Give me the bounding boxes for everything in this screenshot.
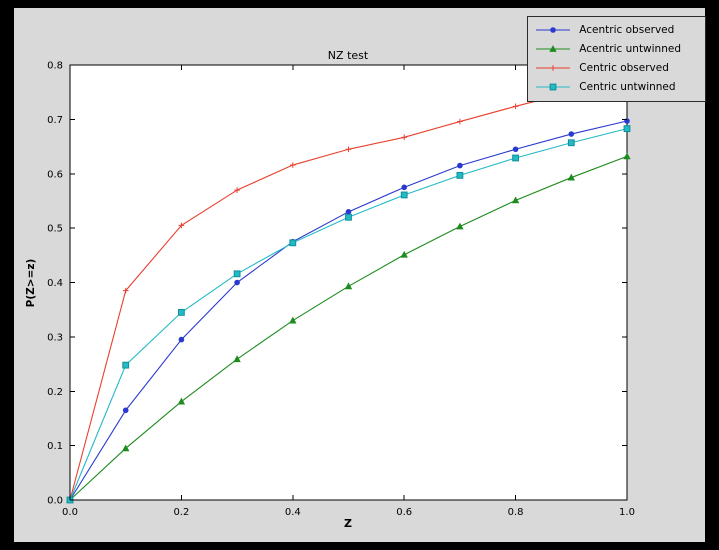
circle-marker bbox=[457, 162, 463, 169]
x-tick-label: 0.4 bbox=[285, 507, 301, 518]
legend: Acentric observed Acentric untwinned Centr… bbox=[527, 16, 706, 102]
square-marker bbox=[512, 154, 520, 162]
legend-item-acentric-observed: Acentric observed bbox=[534, 21, 681, 39]
square-marker bbox=[567, 139, 575, 147]
legend-sample-line bbox=[536, 65, 571, 71]
y-axis-label: P(Z>=z) bbox=[25, 258, 37, 308]
plus-marker bbox=[178, 222, 185, 229]
circle-marker bbox=[234, 279, 240, 286]
square-marker bbox=[178, 309, 185, 316]
y-tick-label: 0.1 bbox=[47, 441, 63, 452]
triangle-marker bbox=[344, 282, 353, 290]
triangle-marker bbox=[122, 444, 130, 452]
legend-label: Centric observed bbox=[579, 62, 669, 74]
y-tick-label: 0.0 bbox=[47, 496, 63, 507]
plus-marker bbox=[234, 187, 240, 193]
x-tick-label: 1.0 bbox=[619, 507, 635, 518]
legend-label: Acentric observed bbox=[579, 24, 675, 36]
y-tick-label: 0.4 bbox=[47, 278, 63, 289]
x-tick-label: 0.0 bbox=[62, 507, 78, 518]
triangle-marker bbox=[289, 316, 297, 324]
series-markers-acentric-observed bbox=[67, 118, 630, 503]
square-marker bbox=[289, 239, 297, 247]
square-marker bbox=[345, 213, 352, 221]
square-marker bbox=[400, 191, 408, 199]
circle-marker bbox=[512, 146, 519, 153]
x-tick-label: 0.8 bbox=[508, 507, 524, 518]
plus-marker bbox=[401, 134, 407, 141]
plus-marker bbox=[512, 103, 519, 110]
plus-marker bbox=[122, 287, 129, 294]
y-tick-label: 0.8 bbox=[47, 61, 63, 72]
legend-sample-line bbox=[536, 27, 571, 33]
x-axis-label: Z bbox=[344, 517, 352, 530]
triangle-marker bbox=[400, 250, 408, 258]
triangle-marker bbox=[511, 196, 520, 204]
series-markers-centric-untwinned bbox=[66, 125, 631, 504]
y-tick-label: 0.3 bbox=[47, 332, 63, 343]
legend-item-centric-observed: Centric observed bbox=[534, 59, 681, 77]
x-tick-label: 0.2 bbox=[173, 507, 189, 518]
plus-marker bbox=[290, 162, 296, 168]
legend-item-centric-untwinned: Centric untwinned bbox=[534, 78, 681, 96]
triangle-marker bbox=[549, 45, 557, 52]
x-tick-label: 0.6 bbox=[396, 507, 412, 518]
plus-marker bbox=[550, 65, 557, 71]
legend-label: Centric untwinned bbox=[579, 81, 676, 93]
legend-sample-line bbox=[536, 83, 571, 91]
legend-sample-line bbox=[536, 45, 571, 52]
square-marker bbox=[122, 361, 130, 369]
circle-marker bbox=[550, 27, 557, 33]
square-marker bbox=[623, 125, 631, 133]
circle-marker bbox=[178, 336, 185, 343]
circle-marker bbox=[568, 131, 575, 137]
legend-item-acentric-untwinned: Acentric untwinned bbox=[534, 40, 681, 58]
triangle-marker bbox=[567, 173, 575, 181]
y-tick-label: 0.6 bbox=[47, 169, 63, 180]
triangle-marker bbox=[623, 152, 631, 160]
y-tick-label: 0.2 bbox=[47, 387, 63, 398]
series-markers-acentric-untwinned bbox=[66, 152, 631, 503]
y-tick-label: 0.5 bbox=[47, 224, 63, 235]
circle-marker bbox=[122, 407, 129, 414]
triangle-marker bbox=[456, 222, 464, 230]
plus-marker bbox=[457, 118, 463, 125]
square-marker bbox=[456, 171, 464, 179]
square-marker bbox=[549, 83, 557, 91]
square-marker bbox=[233, 270, 241, 278]
y-tick-label: 0.7 bbox=[47, 115, 63, 126]
triangle-marker bbox=[233, 355, 241, 363]
legend-label: Acentric untwinned bbox=[579, 43, 681, 55]
circle-marker bbox=[401, 184, 408, 191]
plus-marker bbox=[345, 146, 352, 153]
triangle-marker bbox=[177, 397, 186, 405]
chart-title: NZ test bbox=[327, 49, 369, 62]
circle-marker bbox=[345, 209, 352, 215]
